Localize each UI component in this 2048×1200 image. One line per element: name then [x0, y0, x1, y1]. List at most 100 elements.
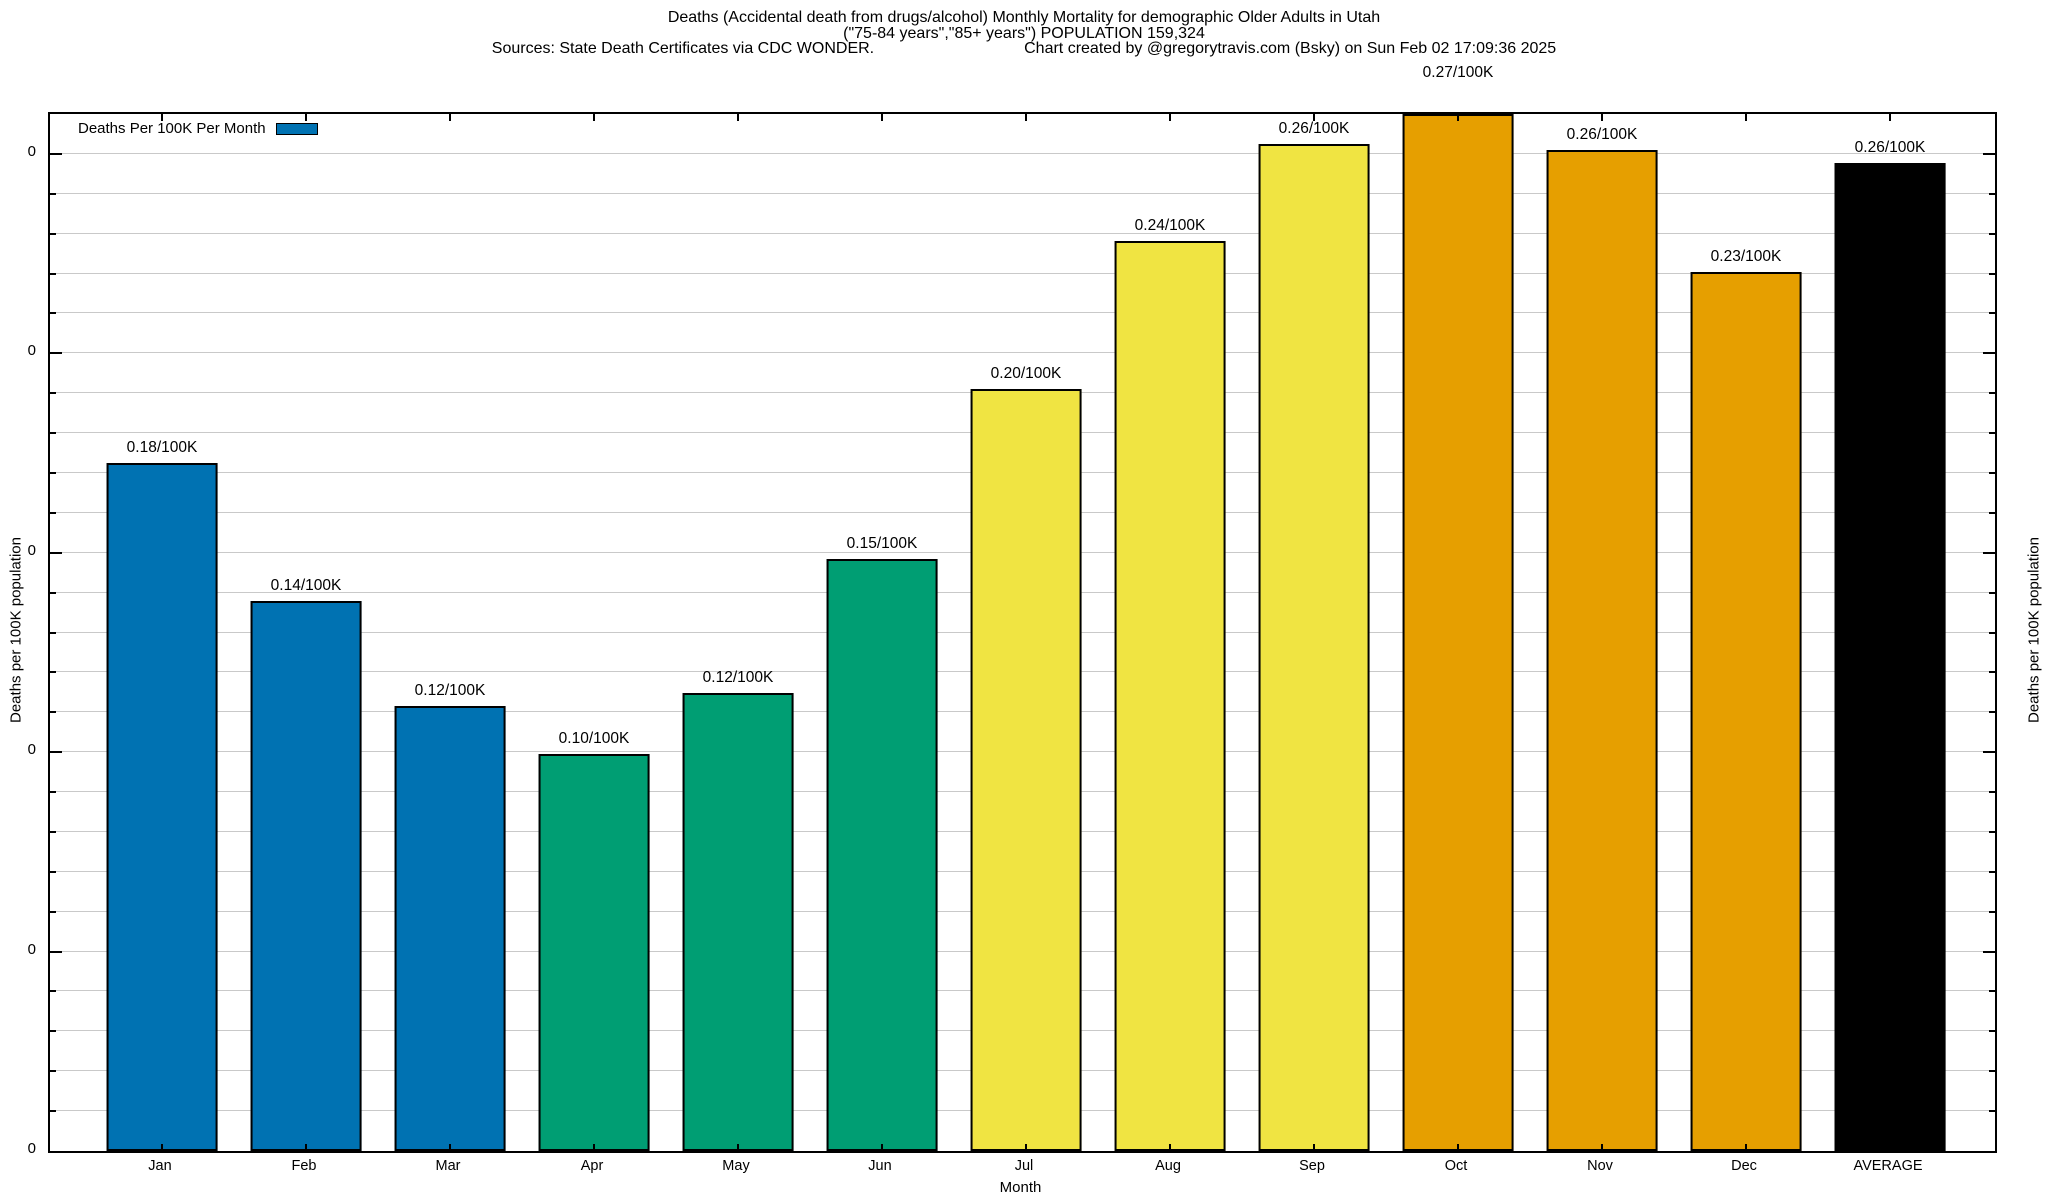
- x-axis-tick: [1025, 1144, 1027, 1151]
- bar-value-label: 0.15/100K: [846, 534, 918, 552]
- bar-apr: [538, 753, 650, 1151]
- y-axis-tick: [1983, 751, 1995, 754]
- legend-label: Deaths Per 100K Per Month: [78, 120, 266, 137]
- bar-value-label: 0.12/100K: [414, 682, 486, 700]
- y-axis-tick: [1989, 272, 1995, 275]
- gridline: [50, 272, 1995, 274]
- x-tick-label-apr: Apr: [580, 1158, 604, 1174]
- bar-aug: [1114, 240, 1226, 1151]
- legend: Deaths Per 100K Per Month: [78, 120, 318, 137]
- y-axis-tick: [50, 152, 62, 155]
- bar-slot-jul: 0.20/100K: [954, 114, 1098, 1151]
- y-tick-label: 0: [27, 940, 36, 958]
- bar-slot-jan: 0.18/100K: [90, 114, 234, 1151]
- bar-value-label: 0.24/100K: [1134, 216, 1206, 234]
- gridline: [50, 312, 1995, 314]
- x-tick-label-nov: Nov: [1587, 1158, 1613, 1174]
- y-axis-tick: [1989, 791, 1995, 794]
- y-axis-tick: [50, 392, 56, 395]
- gridline: [50, 152, 1995, 154]
- x-axis-tick: [161, 1144, 163, 1151]
- x-tick-label-mar: Mar: [435, 1158, 461, 1174]
- x-axis-tick: [1313, 1144, 1315, 1151]
- y-axis-tick: [1989, 910, 1995, 913]
- bar-feb: [250, 601, 362, 1151]
- x-axis-tick: [1889, 1144, 1891, 1151]
- x-tick-label-feb: Feb: [291, 1158, 317, 1174]
- y-axis-tick: [50, 1030, 56, 1033]
- y-axis-tick: [1983, 950, 1995, 953]
- y-axis-tick: [1983, 352, 1995, 355]
- x-tick-label-average: AVERAGE: [1853, 1158, 1923, 1174]
- bar-value-label: 0.14/100K: [270, 577, 342, 595]
- x-axis-tick: [1169, 1144, 1171, 1151]
- x-axis-tick: [449, 1144, 451, 1151]
- x-axis-tick: [1745, 1144, 1747, 1151]
- y-axis-tick: [50, 950, 62, 953]
- y-axis-tick: [1989, 511, 1995, 514]
- bar-mar: [394, 706, 506, 1151]
- y-axis-tick: [50, 511, 56, 514]
- x-axis-tick: [161, 114, 163, 121]
- bar-jun: [826, 558, 938, 1151]
- x-axis-tick: [1889, 114, 1891, 121]
- bar-value-label: 0.26/100K: [1278, 120, 1350, 138]
- y-axis-tick: [1989, 1070, 1995, 1073]
- y-axis-tick: [1989, 591, 1995, 594]
- x-axis-tick: [593, 1144, 595, 1151]
- bar-jan: [106, 463, 218, 1151]
- credit-text: Chart created by @gregorytravis.com (Bsk…: [1024, 40, 1557, 57]
- y-axis-tick: [50, 192, 56, 195]
- y-axis-tick: [1983, 551, 1995, 554]
- x-axis-tick: [305, 114, 307, 121]
- bar-slot-feb: 0.14/100K: [234, 114, 378, 1151]
- bar-slot-jun: 0.15/100K: [810, 114, 954, 1151]
- y-axis-tick: [50, 272, 56, 275]
- x-axis-tick: [449, 114, 451, 121]
- y-axis-tick: [1989, 432, 1995, 435]
- y-tick-label: 0: [27, 1140, 36, 1157]
- y-tick-label: 0: [27, 741, 36, 759]
- bar-jul: [970, 388, 1082, 1151]
- bar-slot-mar: 0.12/100K: [378, 114, 522, 1151]
- x-axis-tick: [737, 1144, 739, 1151]
- source-line: Sources: State Death Certificates via CD…: [0, 41, 2048, 57]
- chart-subtitle: ("75-84 years","85+ years") POPULATION 1…: [843, 24, 1205, 42]
- x-axis-tick: [737, 114, 739, 121]
- bar-oct: [1402, 114, 1514, 1151]
- y-tick-label: 0: [27, 142, 36, 160]
- y-axis-tick: [50, 591, 56, 594]
- x-tick-labels: Jan Feb Mar Apr May Jun Jul Aug Sep Oct Nov Dec AVER…: [48, 1158, 1993, 1174]
- bars-row: 0.18/100K 0.14/100K 0.12/100K 0.10/100K 0.12…: [50, 64, 1995, 1151]
- x-axis-tick: [1169, 114, 1171, 121]
- y-axis-tick: [1989, 711, 1995, 714]
- y-axis-tick: [50, 711, 56, 714]
- x-axis-tick: [881, 114, 883, 121]
- y-axis-tick: [50, 352, 62, 355]
- x-axis-tick: [1745, 114, 1747, 121]
- bar-nov: [1546, 150, 1658, 1151]
- bar-may: [682, 692, 794, 1151]
- bar-average: [1834, 162, 1946, 1151]
- x-axis-tick: [1313, 114, 1315, 121]
- y-axis-tick: [1989, 192, 1995, 195]
- source-text: Sources: State Death Certificates via CD…: [491, 40, 875, 57]
- x-tick-label-jul: Jul: [1014, 1158, 1034, 1174]
- y-axis-tick: [50, 1070, 56, 1073]
- y-axis-tick: [1989, 232, 1995, 235]
- y-axis-tick: [1989, 392, 1995, 395]
- y-axis-tick: [1989, 1110, 1995, 1113]
- x-tick-label-jun: Jun: [868, 1158, 892, 1174]
- y-axis-tick: [1989, 631, 1995, 634]
- gridline: [50, 232, 1995, 234]
- y-axis-tick: [50, 631, 56, 634]
- bar-value-label: 0.20/100K: [990, 364, 1062, 382]
- bar-value-label: 0.18/100K: [126, 439, 198, 457]
- bar-dec: [1690, 271, 1802, 1151]
- x-axis-tick: [593, 114, 595, 121]
- bar-slot-apr: 0.10/100K: [522, 114, 666, 1151]
- x-axis-tick: [881, 1144, 883, 1151]
- x-tick-label-aug: Aug: [1155, 1158, 1181, 1174]
- y-axis-tick: [50, 1110, 56, 1113]
